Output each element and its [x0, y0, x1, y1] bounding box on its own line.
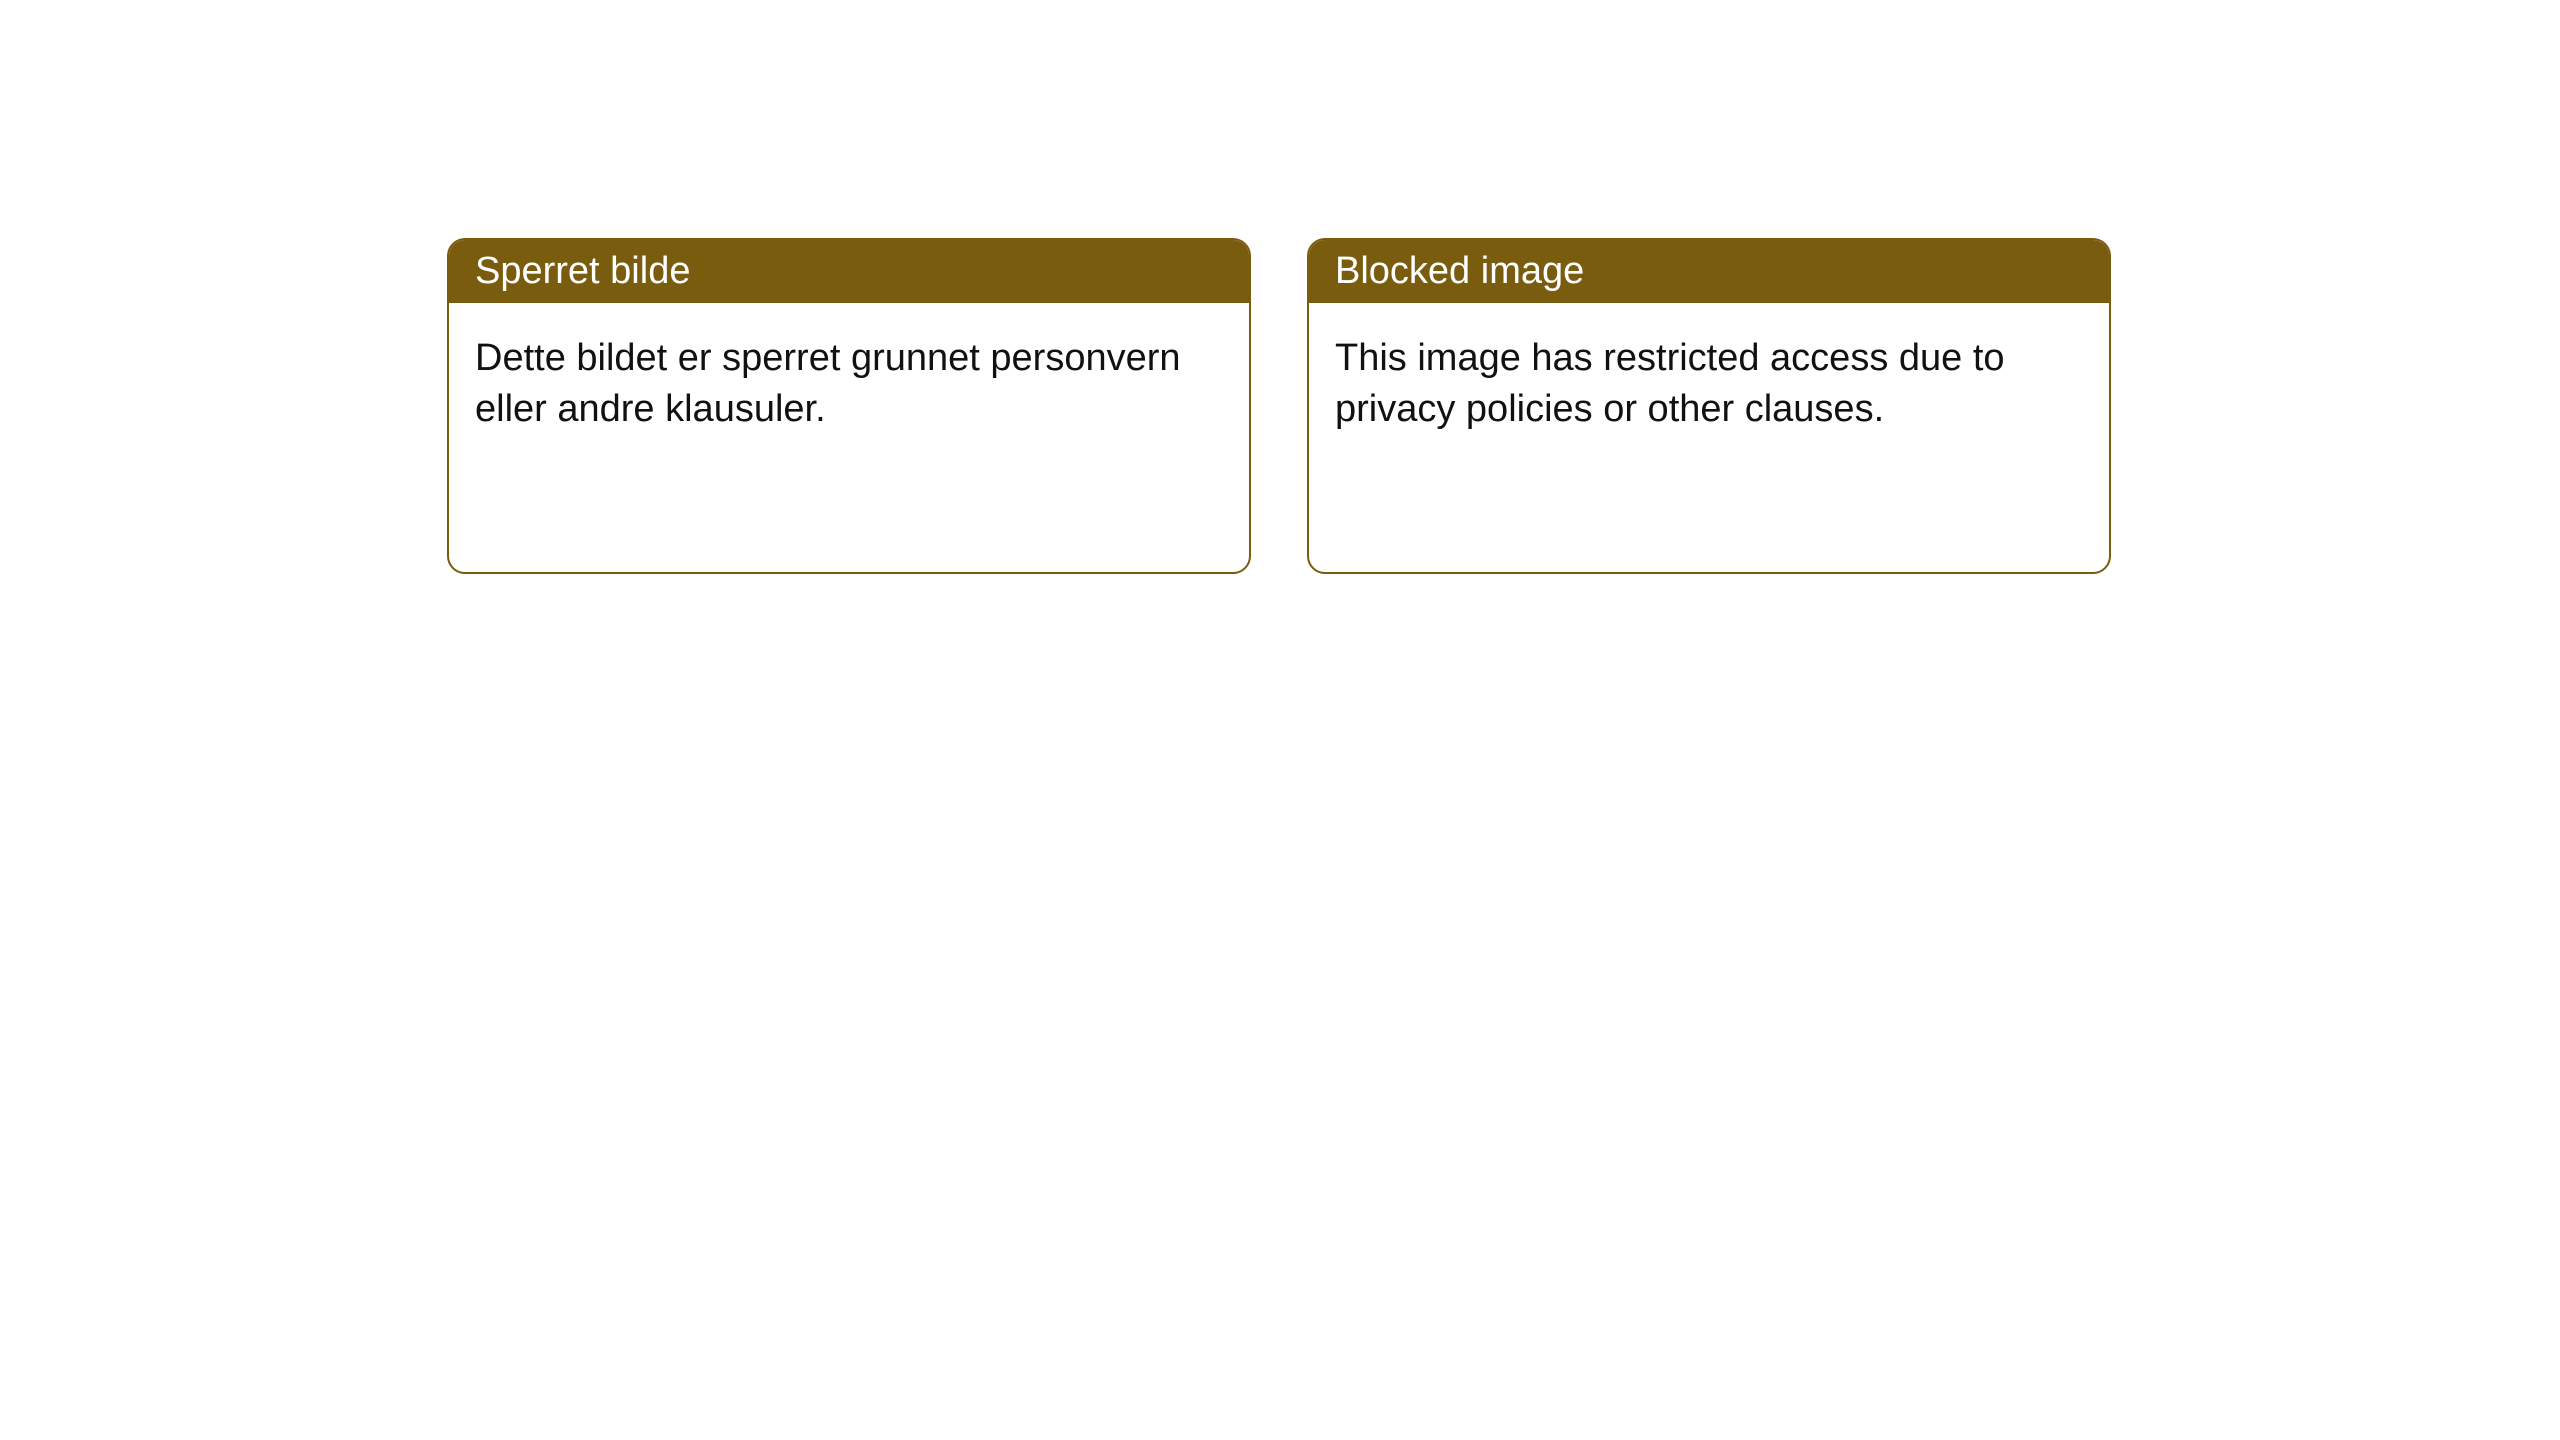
card-body-english: This image has restricted access due to … [1309, 303, 2109, 466]
card-header-english: Blocked image [1309, 240, 2109, 303]
notice-container: Sperret bilde Dette bildet er sperret gr… [0, 0, 2560, 574]
card-english: Blocked image This image has restricted … [1307, 238, 2111, 574]
card-header-norwegian: Sperret bilde [449, 240, 1249, 303]
card-body-norwegian: Dette bildet er sperret grunnet personve… [449, 303, 1249, 466]
card-norwegian: Sperret bilde Dette bildet er sperret gr… [447, 238, 1251, 574]
